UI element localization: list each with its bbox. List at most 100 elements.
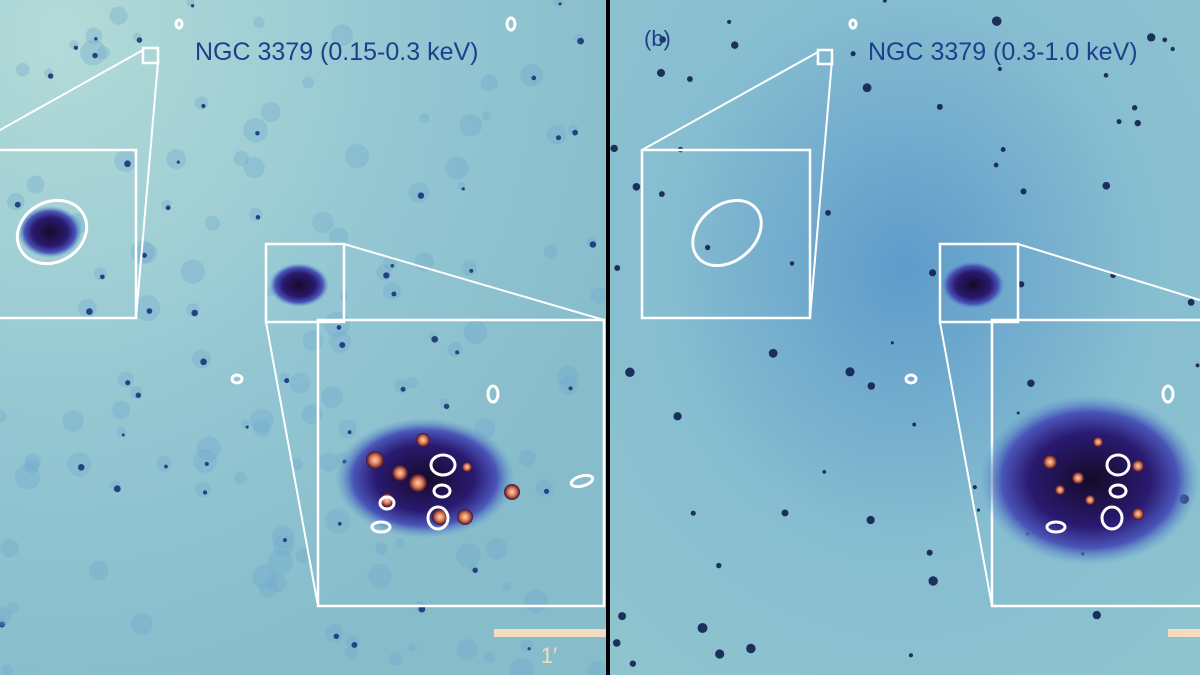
source	[109, 6, 128, 25]
source	[455, 350, 460, 355]
source	[383, 272, 390, 279]
source	[14, 463, 41, 490]
source	[243, 156, 265, 179]
source	[504, 484, 520, 500]
source	[1043, 455, 1057, 469]
source	[0, 410, 8, 423]
source	[255, 131, 260, 136]
source	[825, 209, 831, 216]
source	[165, 205, 171, 211]
source	[527, 647, 531, 651]
source	[249, 408, 274, 433]
source	[333, 633, 340, 639]
source	[366, 451, 384, 469]
source	[191, 309, 198, 317]
inset	[640, 148, 812, 320]
source	[7, 601, 19, 614]
zoom-box	[938, 242, 1020, 324]
source	[245, 425, 249, 429]
source	[520, 63, 544, 87]
source	[520, 639, 534, 653]
source	[781, 509, 789, 517]
source	[111, 400, 131, 420]
source	[908, 653, 913, 658]
source	[890, 341, 894, 345]
panel-label: (b)	[644, 26, 671, 51]
inset	[316, 318, 606, 608]
source	[376, 264, 393, 281]
source	[394, 538, 405, 549]
source	[375, 542, 388, 555]
source	[194, 96, 209, 110]
source	[204, 215, 220, 231]
source	[1102, 181, 1111, 190]
source	[130, 612, 153, 635]
source	[612, 639, 621, 647]
source	[202, 490, 208, 495]
inset	[0, 148, 138, 320]
source	[461, 187, 465, 191]
source	[472, 567, 478, 573]
source	[1132, 508, 1144, 520]
source	[546, 124, 567, 145]
source	[329, 331, 352, 353]
source	[289, 372, 311, 394]
source	[1116, 119, 1122, 125]
source	[96, 46, 110, 60]
source	[568, 386, 573, 391]
source	[929, 269, 937, 277]
source	[73, 45, 79, 50]
source	[862, 83, 872, 93]
source	[392, 465, 408, 481]
source	[1000, 147, 1006, 152]
source	[273, 534, 295, 557]
source	[124, 160, 131, 168]
source	[845, 367, 855, 377]
source	[768, 348, 778, 358]
source	[117, 371, 134, 388]
source	[234, 471, 247, 485]
source	[1055, 485, 1065, 495]
source	[686, 76, 693, 82]
source	[587, 661, 606, 675]
source	[176, 160, 180, 164]
source	[632, 182, 641, 191]
source	[882, 0, 887, 3]
source	[125, 380, 131, 386]
source	[24, 453, 41, 470]
source	[77, 464, 85, 471]
source	[431, 335, 439, 343]
source	[418, 605, 426, 613]
scale-label: 1′	[541, 643, 557, 668]
source	[80, 39, 107, 66]
source	[200, 358, 207, 366]
divider	[606, 0, 610, 675]
source	[26, 175, 45, 194]
source	[1085, 495, 1095, 505]
source	[312, 211, 334, 234]
source	[1, 664, 13, 675]
source	[190, 4, 195, 8]
source	[253, 420, 271, 438]
source	[325, 508, 351, 534]
source	[866, 515, 875, 525]
source	[993, 162, 999, 168]
source	[282, 538, 287, 543]
source	[656, 68, 666, 77]
source	[502, 582, 511, 592]
source	[1195, 363, 1200, 368]
source	[690, 510, 696, 516]
source	[62, 410, 84, 432]
source	[47, 73, 54, 79]
source	[445, 156, 469, 180]
source	[259, 579, 278, 598]
source	[716, 562, 722, 569]
source	[408, 643, 417, 652]
source	[459, 113, 482, 137]
source	[485, 537, 508, 560]
source	[481, 110, 492, 121]
source	[456, 638, 478, 660]
source	[324, 311, 350, 338]
source	[320, 386, 343, 409]
